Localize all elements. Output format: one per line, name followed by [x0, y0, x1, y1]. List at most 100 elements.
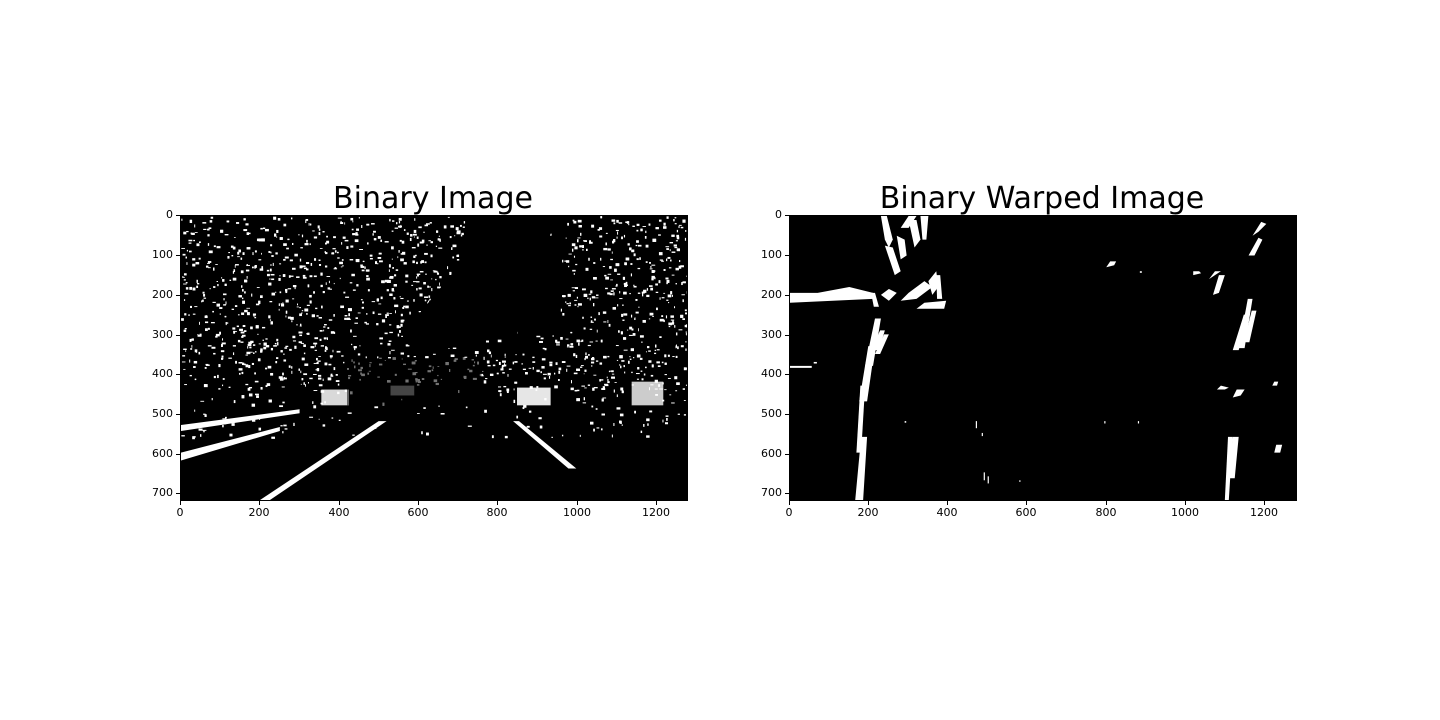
noise-speck	[299, 325, 302, 327]
noise-speck	[398, 217, 402, 221]
noise-speck	[330, 373, 333, 376]
noise-speck	[610, 258, 613, 261]
noise-speck	[669, 394, 672, 396]
noise-speck	[562, 295, 566, 298]
noise-speck	[651, 277, 654, 281]
noise-speck	[602, 386, 605, 389]
noise-speck	[321, 305, 323, 309]
noise-speck	[194, 349, 198, 353]
noise-speck	[584, 240, 587, 242]
noise-speck	[248, 365, 251, 369]
noise-speck	[431, 288, 433, 292]
noise-speck	[646, 294, 650, 298]
noise-speck	[270, 244, 273, 247]
noise-speck	[313, 362, 318, 364]
y-tick-label: 700	[152, 486, 173, 499]
noise-speck	[634, 410, 637, 414]
noise-speck	[418, 226, 422, 229]
noise-speck	[353, 346, 357, 349]
noise-speck	[359, 249, 364, 251]
noise-speck	[326, 337, 328, 340]
noise-speck	[283, 258, 286, 261]
noise-speck	[388, 340, 392, 342]
noise-speck	[391, 246, 394, 250]
noise-speck	[590, 316, 593, 318]
y-tick-label: 500	[761, 407, 782, 420]
noise-speck	[398, 221, 401, 224]
noise-speck	[637, 267, 641, 270]
noise-speck	[448, 348, 450, 350]
noise-speck	[246, 307, 251, 309]
noise-speck	[219, 331, 221, 335]
noise-speck	[573, 273, 575, 275]
noise-speck	[582, 402, 587, 404]
noise-speck	[279, 291, 282, 294]
noise-speck	[672, 320, 674, 324]
noise-speck	[613, 423, 615, 426]
noise-speck	[488, 351, 492, 355]
noise-speck	[256, 238, 261, 242]
noise-speck	[667, 294, 672, 298]
noise-speck	[536, 369, 540, 373]
noise-speck	[396, 325, 400, 329]
noise-speck	[589, 297, 591, 301]
noise-speck	[400, 313, 403, 317]
noise-speck	[436, 272, 440, 275]
noise-speck	[674, 325, 676, 328]
noise-speck	[636, 378, 640, 380]
noise-speck	[193, 360, 198, 364]
noise-speck	[609, 293, 613, 296]
noise-speck	[240, 341, 244, 343]
noise-speck	[250, 340, 254, 344]
noise-speck	[686, 275, 687, 277]
noise-speck	[548, 376, 551, 379]
noise-speck	[305, 218, 309, 221]
noise-speck	[576, 398, 580, 402]
noise-speck	[540, 371, 542, 374]
noise-speck	[348, 313, 350, 317]
noise-speck	[646, 346, 650, 349]
noise-speck	[261, 266, 264, 269]
noise-speck	[605, 242, 607, 246]
noise-speck	[352, 220, 354, 223]
noise-speck	[316, 361, 319, 365]
noise-speck	[301, 310, 304, 312]
noise-speck	[285, 299, 289, 303]
noise-speck	[264, 228, 269, 232]
noise-speck	[246, 232, 250, 236]
noise-speck	[642, 319, 646, 323]
noise-speck	[276, 236, 278, 238]
noise-speck	[423, 407, 426, 409]
noise-speck	[203, 413, 206, 415]
y-tick-label: 300	[152, 328, 173, 341]
noise-speck	[309, 223, 312, 226]
noise-speck	[373, 238, 377, 241]
noise-speck	[291, 370, 293, 374]
noise-speck	[656, 349, 660, 351]
noise-speck	[619, 298, 623, 300]
noise-speck	[285, 291, 288, 294]
noise-speck	[685, 331, 687, 333]
noise-speck	[575, 263, 578, 266]
binary-image	[180, 215, 688, 501]
noise-speck	[607, 292, 611, 295]
noise-speck	[344, 317, 347, 320]
noise-speck	[671, 322, 675, 325]
noise-speck	[394, 227, 399, 229]
noise-speck	[498, 386, 502, 388]
noise-speck	[269, 278, 271, 280]
noise-speck	[234, 305, 238, 307]
noise-speck	[651, 269, 655, 273]
noise-speck	[588, 293, 592, 295]
noise-speck	[430, 254, 433, 258]
noise-speck	[429, 298, 431, 302]
noise-speck	[330, 355, 332, 359]
noise-speck	[204, 384, 207, 387]
noise-speck	[619, 413, 624, 417]
noise-speck	[283, 377, 287, 380]
noise-speck	[228, 357, 232, 359]
noise-speck	[228, 252, 230, 254]
noise-speck	[322, 424, 326, 427]
noise-speck	[241, 395, 245, 399]
noise-speck	[630, 348, 634, 352]
